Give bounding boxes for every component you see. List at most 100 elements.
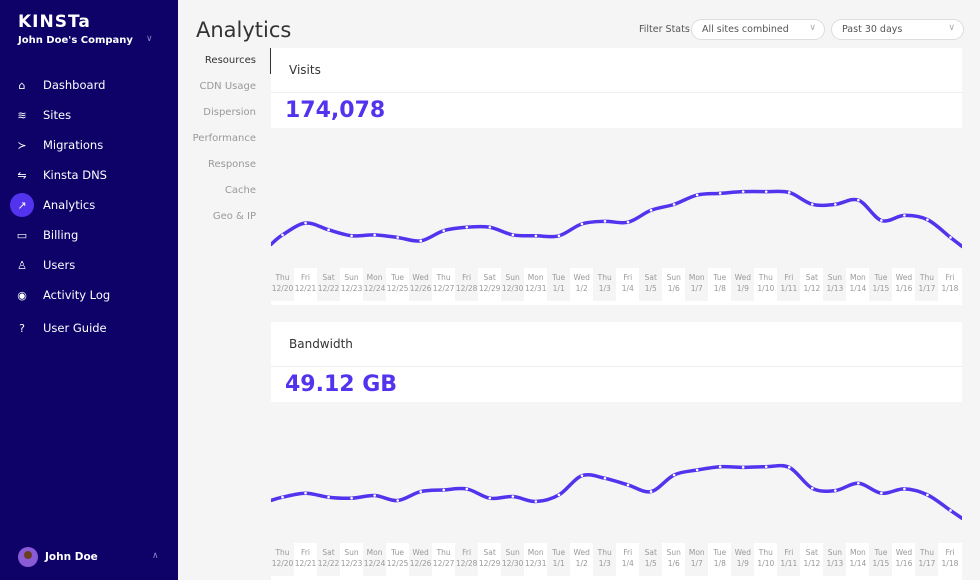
data-point[interactable] [373,494,376,497]
subnav-item[interactable]: CDN Usage [199,81,257,92]
subnav-item[interactable]: Geo & IP [212,211,256,222]
site-select-value: All sites combined [702,24,789,35]
chevron-down-icon: ∨ [809,23,816,33]
data-point[interactable] [810,486,814,490]
data-point[interactable] [926,493,929,497]
tick-date: 1/13 [826,559,844,568]
data-point[interactable] [304,491,307,495]
x-axis-labels: Thu 12/20 Fri 12/21 Sat 12/22 Sun 12/23 Mon 12/24… [271,268,962,301]
sidebar-item-help[interactable]: ? User Guide [0,313,178,343]
data-point[interactable] [672,203,676,206]
data-point[interactable] [281,495,284,499]
data-point[interactable] [880,219,883,222]
data-point[interactable] [672,473,676,477]
data-point[interactable] [465,225,469,229]
sidebar-item-billing[interactable]: ▭ Billing [0,220,178,250]
data-point[interactable] [741,190,745,193]
sidebar-item-user-add[interactable]: ♙ Users [0,250,178,280]
subnav-item[interactable]: Resources [204,55,256,66]
data-point[interactable] [626,220,630,224]
data-point[interactable] [603,220,607,223]
data-point[interactable] [281,233,284,237]
tick-date: 1/18 [941,284,959,293]
tick-day: Fri [462,273,472,282]
data-point[interactable] [695,468,699,472]
tick-day: Mon [688,273,705,282]
data-point[interactable] [649,490,653,493]
tick-day: Tue [874,548,888,557]
data-point[interactable] [741,466,745,469]
data-point[interactable] [649,209,653,212]
data-point[interactable] [580,222,584,226]
data-point[interactable] [764,190,768,193]
data-point[interactable] [718,192,722,195]
subnav-item[interactable]: Response [207,159,256,170]
data-point[interactable] [488,225,492,229]
data-point[interactable] [903,487,906,491]
x-tick-label: Wed 1/16 [892,268,916,301]
data-point[interactable] [488,496,492,500]
sidebar-item-eye[interactable]: ◉ Activity Log [0,280,178,310]
data-point[interactable] [718,465,722,468]
data-point[interactable] [580,474,584,477]
subnav-item[interactable]: Cache [224,185,256,196]
data-point[interactable] [419,239,423,243]
tick-date: 1/4 [621,559,634,568]
tick-date: 12/20 [271,559,294,568]
data-point[interactable] [534,234,538,238]
chevron-down-icon[interactable]: ∨ [146,34,153,44]
chevron-up-icon[interactable]: ∧ [152,551,159,561]
data-point[interactable] [695,193,699,197]
data-point[interactable] [926,218,929,221]
data-point[interactable] [626,483,630,487]
company-switcher[interactable]: John Doe's Company [18,35,133,46]
sidebar-item-dns[interactable]: ⇋ Kinsta DNS [0,160,178,190]
data-point[interactable] [465,487,469,491]
data-point[interactable] [857,481,860,485]
x-tick-label: Sun 1/6 [662,543,686,576]
data-point[interactable] [857,198,860,202]
data-point[interactable] [327,495,330,499]
data-point[interactable] [557,234,561,238]
site-select[interactable]: All sites combined ∨ [691,19,825,40]
kinsta-logo[interactable]: KINSTa [18,12,91,32]
x-tick-label: Thu 1/10 [754,543,778,576]
data-point[interactable] [442,229,446,232]
data-point[interactable] [949,509,952,512]
data-point[interactable] [903,214,906,217]
tick-day: Sun [827,273,843,282]
data-point[interactable] [810,203,814,206]
data-point[interactable] [350,234,353,238]
data-point[interactable] [787,191,791,194]
data-point[interactable] [442,488,446,492]
data-point[interactable] [834,489,837,492]
data-point[interactable] [511,495,515,498]
data-point[interactable] [880,491,883,495]
data-point[interactable] [787,466,791,469]
data-point[interactable] [373,233,376,237]
data-point[interactable] [557,493,561,497]
sidebar-item-analytics[interactable]: ↗ Analytics [0,190,178,220]
data-point[interactable] [511,233,515,237]
data-point[interactable] [396,236,399,239]
tick-date: 1/16 [895,559,913,568]
sidebar-item-migration[interactable]: ≻ Migrations [0,130,178,160]
subnav-item[interactable]: Dispersion [203,107,256,118]
data-point[interactable] [834,203,837,206]
data-point[interactable] [534,500,538,503]
data-point[interactable] [304,221,307,225]
sidebar-item-layers[interactable]: ≋ Sites [0,100,178,130]
data-point[interactable] [327,228,330,232]
user-menu[interactable]: John Doe [18,547,98,567]
data-point[interactable] [949,236,952,239]
data-point[interactable] [396,499,399,502]
date-range-select[interactable]: Past 30 days ∨ [831,19,964,40]
data-point[interactable] [603,477,607,480]
data-point[interactable] [419,490,423,493]
data-point[interactable] [764,465,768,468]
sidebar-item-home[interactable]: ⌂ Dashboard [0,70,178,100]
subnav-item[interactable]: Performance [192,133,256,144]
tick-date: 12/26 [409,284,432,293]
data-point[interactable] [350,496,353,500]
x-tick-label: Fri 1/11 [777,268,801,301]
